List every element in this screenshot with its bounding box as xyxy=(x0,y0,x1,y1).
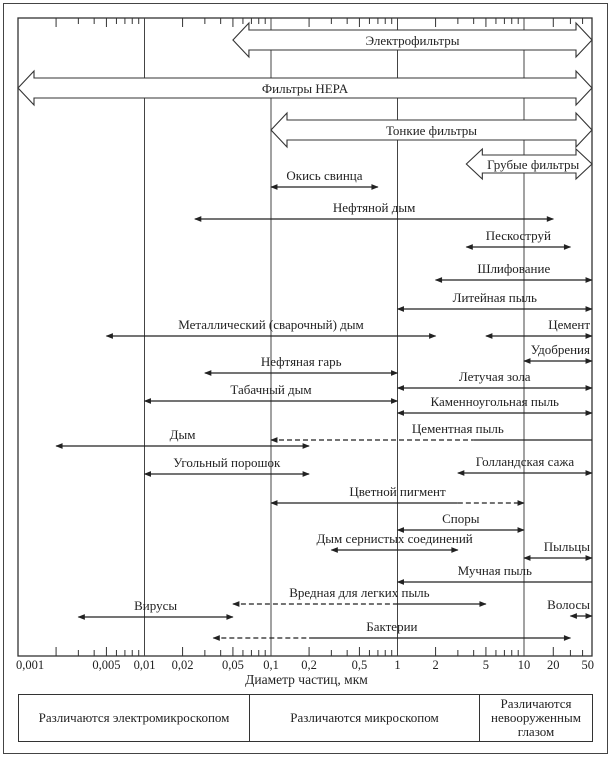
particle-label: Вирусы xyxy=(134,598,177,613)
particle-label: Мучная пыль xyxy=(458,563,532,578)
filter-block-arrow xyxy=(270,111,593,149)
tick-label: 5 xyxy=(483,658,489,672)
particle-label: Бактерии xyxy=(366,619,417,634)
particle-label: Цемент xyxy=(548,317,590,332)
particle-label: Дым xyxy=(170,427,196,442)
particle-label: Шлифование xyxy=(477,261,550,276)
particle-label: Пескоструй xyxy=(486,228,551,243)
particle-label: Цементная пыль xyxy=(412,421,504,436)
tick-label: 2 xyxy=(432,658,438,672)
particle-label: Вредная для легких пыль xyxy=(289,585,429,600)
particle-label: Табачный дым xyxy=(230,382,311,397)
tick-label: 0,02 xyxy=(172,658,194,672)
particle-label: Удобрения xyxy=(531,342,590,357)
tick-label: 0,01 xyxy=(134,658,156,672)
filter-block-arrow xyxy=(17,69,593,107)
tick-label: 0,1 xyxy=(263,658,279,672)
particle-label: Нефтяной дым xyxy=(333,200,415,215)
filter-label: Электрофильтры xyxy=(365,33,459,48)
particle-label: Нефтяная гарь xyxy=(261,354,342,369)
particle-label: Цветной пигмент xyxy=(349,484,446,499)
visibility-electron-microscope: Различаются электромикроскопом xyxy=(38,710,230,725)
particle-label: Летучая зола xyxy=(459,369,531,384)
particle-label: Споры xyxy=(442,511,480,526)
filter-block-arrow xyxy=(232,21,593,59)
particle-label: Пыльцы xyxy=(544,539,590,554)
tick-label: 10 xyxy=(518,658,531,672)
filter-label: Тонкие фильтры xyxy=(386,123,477,138)
particle-label: Литейная пыль xyxy=(453,290,537,305)
tick-label: 50 xyxy=(582,658,595,672)
particle-size-chart: 0,001 0,005 0,01 0,02 0,05 0,1 0,2 0,5 1 2 5 10 20 50… xyxy=(16,17,595,672)
filter-label: Грубые фильтры xyxy=(487,157,579,172)
tick-label: 0,05 xyxy=(222,658,244,672)
filter-block-arrow xyxy=(465,147,593,181)
tick-label: 1 xyxy=(394,658,400,672)
x-axis-title: Диаметр частиц, мкм xyxy=(245,672,368,687)
tick-label: 0,2 xyxy=(301,658,317,672)
particle-label: Голландская сажа xyxy=(476,454,575,469)
visibility-naked-eye: Различаются невооруженным глазом xyxy=(479,695,592,741)
tick-label: 20 xyxy=(547,658,560,672)
visibility-table: Различаются электромикроскопом Различают… xyxy=(18,694,593,742)
filter-label: Фильтры HEPA xyxy=(262,81,349,96)
visibility-microscope: Различаются микроскопом xyxy=(249,695,479,741)
particle-label: Металлический (сварочный) дым xyxy=(178,317,364,332)
particle-label: Окись свинца xyxy=(286,168,362,183)
particle-label: Угольный порошок xyxy=(173,455,281,470)
tick-label: 0,001 xyxy=(16,658,44,672)
particle-label: Волосы xyxy=(547,597,590,612)
plot-area xyxy=(17,17,593,657)
figure-frame xyxy=(3,3,608,754)
tick-label: 0,005 xyxy=(92,658,120,672)
tick-label: 0,5 xyxy=(352,658,368,672)
particle-label: Дым сернистых соединений xyxy=(316,531,472,546)
particle-label: Каменноугольная пыль xyxy=(430,394,559,409)
